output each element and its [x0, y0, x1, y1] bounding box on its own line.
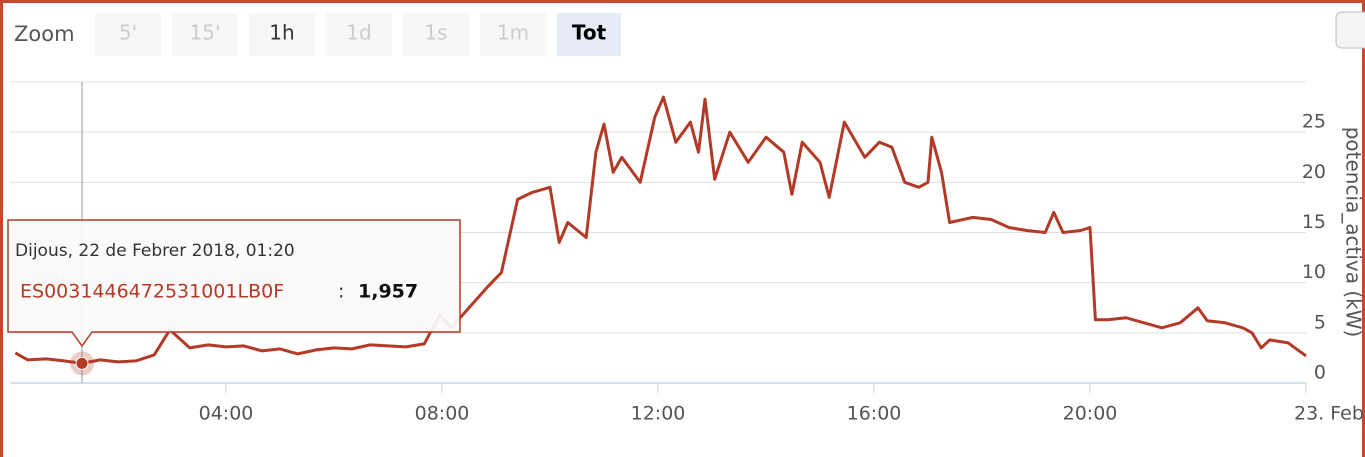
y-tick-label: 25 [1302, 111, 1326, 133]
y-tick-label: 5 [1314, 311, 1326, 333]
tooltip-value: 1,957 [358, 281, 418, 303]
zoom-button[interactable] [95, 13, 161, 56]
y-tick-label: 20 [1302, 161, 1326, 183]
x-tick-label: 04:00 [199, 403, 254, 425]
x-tick-label: 23. Feb [1294, 403, 1364, 425]
zoom-button-label[interactable]: 1d [346, 21, 371, 45]
zoom-button[interactable] [403, 13, 469, 56]
tooltip-box [7, 219, 461, 348]
zoom-button[interactable] [557, 13, 621, 56]
zoom-button[interactable] [326, 13, 392, 56]
y-tick-label: 0 [1314, 362, 1326, 384]
zoom-button-label[interactable]: 5' [119, 21, 137, 45]
calendar-icon[interactable] [1335, 11, 1365, 49]
x-tick-label: 16:00 [847, 403, 902, 425]
zoom-button-label[interactable]: 15' [190, 21, 221, 45]
tooltip-colon: : [338, 281, 344, 303]
zoom-button[interactable] [172, 13, 238, 56]
zoom-button[interactable] [480, 13, 546, 56]
x-tick-label: 20:00 [1063, 403, 1118, 425]
x-tick-label: 08:00 [415, 403, 470, 425]
zoom-button[interactable] [249, 13, 315, 56]
zoom-button-label[interactable]: 1h [269, 21, 294, 45]
y-tick-label: 10 [1302, 261, 1326, 283]
tooltip-series-name: ES0031446472531001LB0F [20, 281, 284, 303]
tooltip: Dijous, 22 de Febrer 2018, 01:20 ES003144… [7, 219, 461, 348]
tooltip-header: Dijous, 22 de Febrer 2018, 01:20 [15, 241, 295, 261]
zoom-buttons: 5' 15' 1h 1d 1s 1m Tot [95, 13, 621, 56]
zoom-button-label[interactable]: 1s [424, 21, 447, 45]
y-axis-title: potencia_activa (kW) [1342, 127, 1365, 338]
y-tick-label: 15 [1302, 211, 1326, 233]
zoom-label: Zoom [14, 22, 75, 46]
hover-point [75, 356, 89, 370]
line-series [14, 95, 1307, 365]
x-tick-label: 12:00 [631, 403, 686, 425]
zoom-button-label[interactable]: 1m [497, 21, 529, 45]
zoom-button-label[interactable]: Tot [572, 21, 607, 45]
